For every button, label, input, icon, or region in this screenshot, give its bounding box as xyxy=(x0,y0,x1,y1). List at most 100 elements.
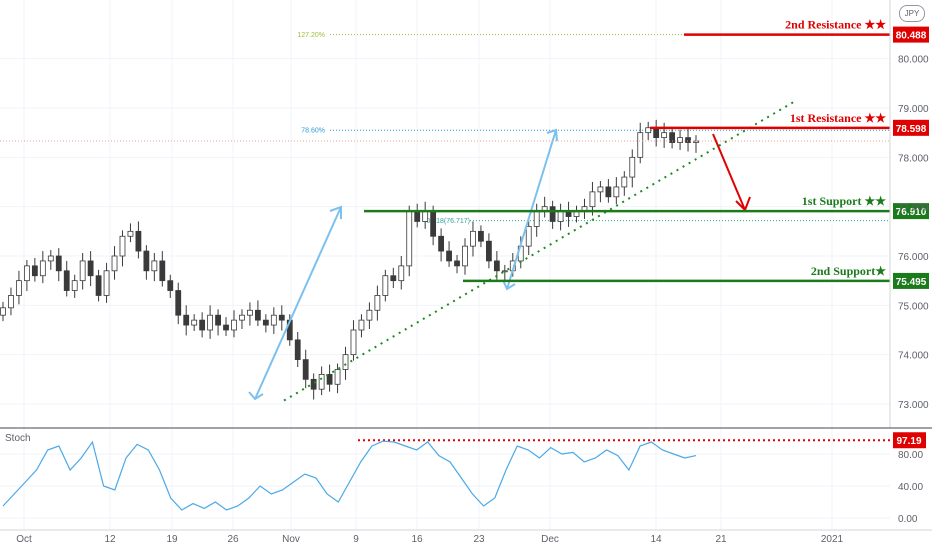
candle-body xyxy=(653,127,660,139)
candle-body xyxy=(525,226,532,247)
candle-body xyxy=(597,186,604,193)
candle-body xyxy=(350,329,357,356)
time-tick-label: 23 xyxy=(473,534,485,545)
candle-body xyxy=(478,230,484,242)
candle-body xyxy=(637,132,644,158)
stoch-label: Stoch xyxy=(5,433,31,444)
candle-body xyxy=(342,354,349,370)
currency-badge[interactable]: JPY xyxy=(899,5,925,22)
candle-body xyxy=(16,280,22,296)
price-axis[interactable]: 73.000 74.000 75.000 76.000 77.000 78.000 79.0… xyxy=(898,55,929,411)
candle-body xyxy=(31,265,38,277)
candle-body xyxy=(430,211,437,237)
time-tick-label: 26 xyxy=(227,534,239,545)
candle-body xyxy=(95,275,102,296)
candle-body xyxy=(127,230,134,237)
candle-body xyxy=(87,260,94,277)
candle-body xyxy=(589,191,596,208)
time-tick-label: Nov xyxy=(282,534,300,545)
overbought-label: 97.19 xyxy=(896,436,921,447)
candle-body xyxy=(374,295,381,311)
candle-body xyxy=(39,260,46,277)
candle-body xyxy=(326,374,333,385)
candle-body xyxy=(223,324,229,331)
price-tick-label: 78.000 xyxy=(898,153,929,164)
trendline[interactable] xyxy=(283,99,797,402)
candle-body xyxy=(111,255,118,272)
candle-body xyxy=(605,186,612,198)
level-price-tag xyxy=(893,203,929,220)
level-price-label: 75.495 xyxy=(896,277,927,288)
candle-body xyxy=(262,319,269,326)
candle-body xyxy=(645,127,652,134)
candle-body xyxy=(231,319,237,331)
stoch-tick-label: 40.00 xyxy=(898,482,923,493)
candle-body xyxy=(143,250,150,272)
candle-body xyxy=(661,132,668,139)
candle-body xyxy=(71,280,78,291)
candle-body xyxy=(270,314,277,326)
candle-body xyxy=(239,314,245,321)
impulse-arrow-1-head-a xyxy=(248,391,264,401)
level-price-tag xyxy=(893,119,929,136)
price-tick-label: 75.000 xyxy=(898,301,929,312)
candle-body xyxy=(501,270,508,273)
level-name: 2nd Resistance ★★ xyxy=(785,18,886,32)
candle-body xyxy=(55,255,62,272)
drawing-arrows[interactable] xyxy=(248,128,751,401)
time-tick-label: 16 xyxy=(411,534,423,545)
candle-body xyxy=(470,230,476,247)
level-price-label: 76.910 xyxy=(896,207,927,218)
candle-body xyxy=(366,309,373,321)
forecast-arrow xyxy=(712,133,746,211)
candle-body xyxy=(485,240,492,262)
price-tick-label: 80.000 xyxy=(898,55,929,66)
candle-body xyxy=(247,309,253,316)
candle-body xyxy=(629,156,636,178)
candle-body xyxy=(493,260,500,272)
candle-body xyxy=(135,230,142,252)
candle-body xyxy=(318,374,325,390)
price-tick-label: 76.000 xyxy=(898,252,929,263)
time-tick-label: 2021 xyxy=(821,534,844,545)
support-resistance-levels[interactable]: 2nd Resistance ★★ 80.488 1st Resistance ★★… xyxy=(364,18,929,289)
stoch-line xyxy=(2,440,697,511)
level-price-tag xyxy=(893,272,929,289)
grid xyxy=(0,0,890,530)
candle-body xyxy=(207,314,214,331)
candle-body xyxy=(358,319,365,331)
candle-body xyxy=(454,260,460,267)
level-name: 1st Resistance ★★ xyxy=(790,111,886,125)
candle-body xyxy=(294,339,301,361)
candle-body xyxy=(310,378,317,390)
candle-body xyxy=(47,255,54,262)
candle-body xyxy=(382,275,389,296)
level-price-label: 78.598 xyxy=(896,124,927,135)
fib-label: 127.20% xyxy=(297,32,325,39)
candle-body xyxy=(199,319,206,331)
candle-body xyxy=(23,265,30,282)
impulse-arrow-1-head-b xyxy=(329,205,342,219)
candle-body xyxy=(685,137,691,143)
candle-body xyxy=(533,211,540,227)
level-name: 2nd Support★ xyxy=(811,264,886,278)
level-price-tag xyxy=(893,26,929,43)
stochastic-pane: 0.00 40.00 80.00 97.19 xyxy=(0,432,926,525)
candle-body xyxy=(183,314,190,326)
candle-body xyxy=(167,280,174,291)
candle-body xyxy=(119,235,126,257)
time-tick-label: 21 xyxy=(715,534,727,545)
candle-body xyxy=(278,314,285,321)
time-tick-label: 14 xyxy=(650,534,662,545)
candle-body xyxy=(334,369,341,385)
stoch-tick-label: 80.00 xyxy=(898,450,923,461)
time-axis[interactable]: Oct 12 19 26 Nov 9 16 23 Dec 14 21 2021 xyxy=(16,534,843,545)
impulse-arrow-2 xyxy=(506,129,557,290)
candle-body xyxy=(621,176,628,188)
impulse-arrow-1 xyxy=(254,206,342,400)
candle-body xyxy=(390,275,397,282)
candle-body xyxy=(175,290,182,316)
price-tick-label: 74.000 xyxy=(898,351,929,362)
candle-body xyxy=(191,319,198,326)
